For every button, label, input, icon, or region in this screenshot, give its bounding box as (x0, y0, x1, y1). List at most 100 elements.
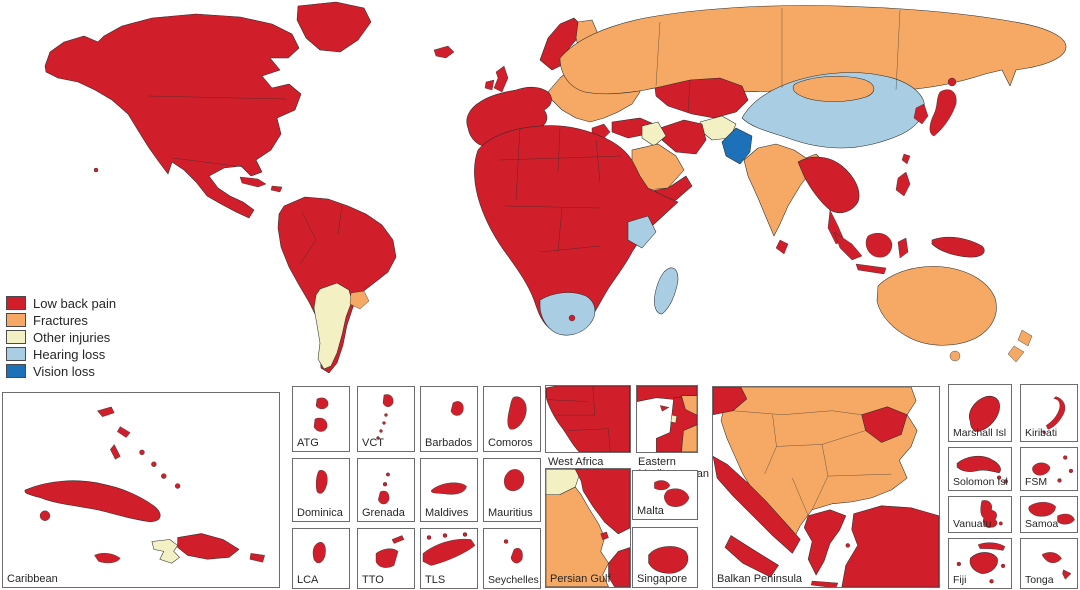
country-indonesia-java (855, 263, 887, 275)
island (312, 542, 326, 564)
region-central-asia (654, 77, 749, 119)
island (1057, 513, 1075, 525)
island (503, 539, 509, 544)
legend-swatch-vision-loss (6, 364, 26, 378)
country-south-africa (539, 292, 596, 336)
bahamas-islands (139, 449, 145, 456)
inset-maldives: Maldives (420, 458, 478, 522)
country-ireland (484, 79, 495, 91)
lca-map (312, 542, 326, 564)
country-iceland (433, 45, 455, 59)
legend-label: Fractures (33, 312, 88, 328)
country-cyprus (660, 405, 670, 412)
inset-solomon-isl: Solomon Isl (948, 447, 1012, 491)
country-sri-lanka (775, 239, 789, 255)
inset-tls: TLS (420, 528, 478, 589)
island (1045, 396, 1066, 430)
tonga-map (1042, 552, 1072, 580)
inset-comoros: Comoros (483, 386, 541, 452)
aegean-island (845, 543, 850, 548)
region-russia-asia (559, 5, 1067, 255)
region-fractures-northeast (681, 395, 697, 416)
island (507, 396, 527, 430)
inset-marshall-isl: Marshall Isl (948, 384, 1012, 442)
inset-kiribati: Kiribati (1020, 384, 1078, 442)
country-new-zealand-north (1017, 329, 1033, 347)
island (315, 470, 328, 494)
grenada-map (378, 472, 390, 505)
inset-label: Grenada (362, 507, 405, 519)
dominica-map (315, 470, 328, 494)
bahamas-islands (151, 461, 157, 467)
west-africa-map (546, 386, 630, 452)
country-iran (575, 469, 630, 535)
legend-label: Low back pain (33, 295, 117, 311)
island (379, 429, 383, 433)
island (1062, 569, 1072, 580)
inset-label: Fiji (953, 574, 967, 586)
inset-label: VCT (362, 437, 384, 449)
inset-lca: LCA (292, 528, 350, 589)
island (462, 532, 468, 537)
country-qatar (600, 531, 609, 540)
island (382, 394, 394, 407)
island (378, 490, 390, 505)
region-southeast-asia (797, 156, 860, 214)
island (391, 535, 405, 544)
country-australia-tasmania (949, 350, 961, 362)
persian-gulf-map (546, 469, 630, 587)
inset-label: FSM (1025, 476, 1048, 488)
island (977, 542, 1006, 551)
bahamas-islands (110, 444, 121, 460)
country-indonesia-borneo (865, 233, 893, 258)
inset-vanuatu: Vanuatu (948, 496, 1012, 533)
inset-fsm: FSM (1020, 447, 1078, 491)
inset-label: LCA (297, 574, 319, 586)
inset-atg: ATG (292, 386, 350, 452)
legend-item-fractures: Fractures (6, 313, 116, 327)
island (313, 417, 328, 432)
region-north-america-mainland (44, 13, 302, 219)
country-hispaniola (270, 185, 283, 193)
country-argentina (313, 282, 353, 370)
world-map (44, 1, 1067, 374)
inset-label: Marshall Isl (953, 427, 1007, 439)
island (996, 475, 1002, 480)
inset-label: Kiribati (1025, 427, 1058, 439)
country-border (608, 428, 611, 452)
country-border (732, 410, 862, 415)
inset-label: Balkan Peninsula (717, 573, 803, 585)
inset-grenada: Grenada (357, 458, 415, 522)
country-austria (713, 387, 748, 415)
island (1042, 430, 1046, 434)
mauritius-map (503, 469, 525, 492)
country-iraq (641, 121, 667, 147)
island (382, 421, 386, 425)
bahamas-islands (161, 473, 167, 479)
maldives-map (431, 482, 467, 495)
legend-label: Hearing loss (33, 346, 106, 362)
vanuatu-map (980, 500, 1003, 528)
island (375, 548, 399, 568)
region-oceania (833, 231, 1033, 363)
region-africa (474, 125, 679, 336)
vct-map (376, 394, 394, 440)
island (384, 413, 388, 417)
country-lesotho (568, 314, 576, 322)
tto-map (375, 535, 405, 568)
marshall-map (969, 395, 1000, 432)
tls-map (422, 532, 476, 566)
inset-label-west-africa: West Africa (548, 456, 604, 468)
island (442, 533, 448, 538)
legend-label: Other injuries (33, 329, 111, 345)
country-cuba (239, 176, 267, 188)
legend-item-vision-loss: Vision loss (6, 364, 116, 378)
island (1003, 479, 1008, 484)
island (1063, 455, 1068, 460)
inset-fiji: Fiji (948, 538, 1012, 589)
island (956, 455, 1001, 474)
seychelles-map (503, 539, 523, 564)
country-dominican-republic (177, 533, 240, 560)
country-japan-hokkaido (947, 77, 957, 87)
island (1057, 478, 1062, 483)
